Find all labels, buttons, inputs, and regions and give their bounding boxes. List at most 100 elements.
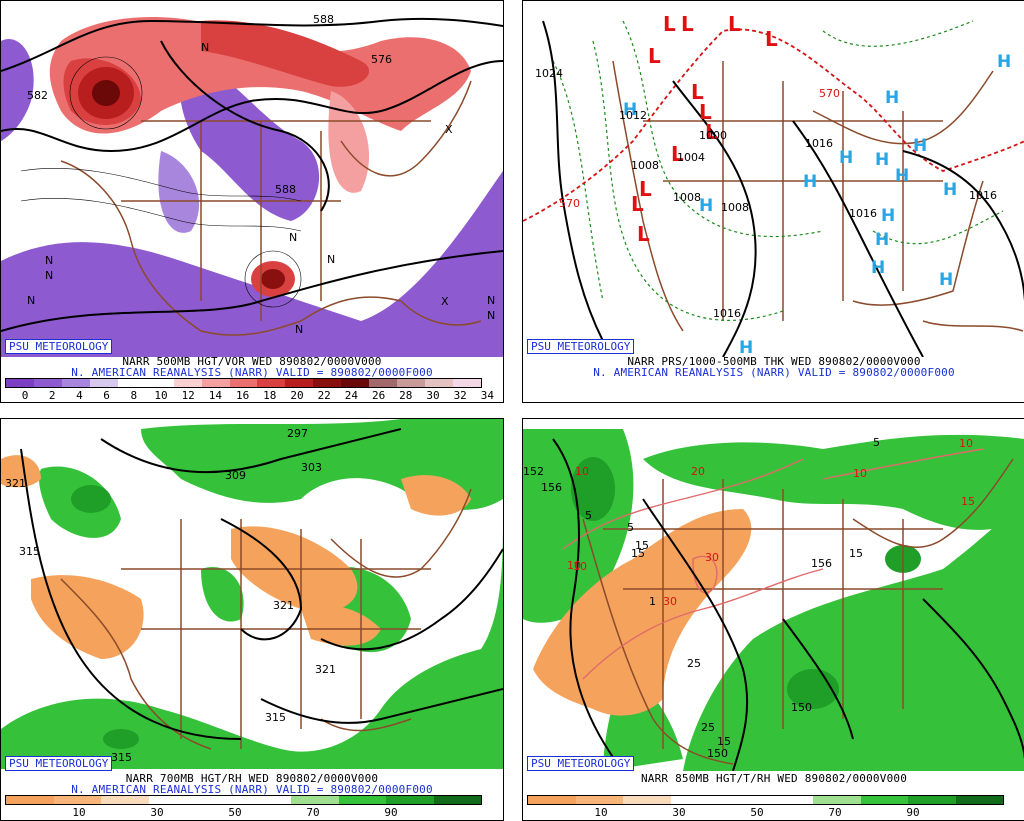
scale-tick-label: 12 <box>181 389 195 402</box>
panel-pressure-thickness: L L L L L L L L L L L L H H H H H H H H … <box>522 0 1024 403</box>
temperature-contours <box>562 448 984 680</box>
scale-swatch <box>813 796 861 804</box>
isobar-label: 1008 <box>673 191 701 204</box>
scale-swatch <box>718 796 766 804</box>
scale-swatch <box>338 796 386 804</box>
scale-tick-label: 14 <box>208 389 223 402</box>
negative-vorticity-area <box>1 171 503 357</box>
contour-label: 15 <box>635 539 649 552</box>
scale-swatch <box>575 796 623 804</box>
scale-tick-label: 32 <box>453 389 467 402</box>
contour-label: 321 <box>5 477 26 490</box>
temperature-label: 30 <box>663 595 677 608</box>
high-symbol: H <box>699 196 713 216</box>
contour-label: 321 <box>315 663 336 676</box>
low-symbol: L <box>639 177 652 201</box>
contour-label: 588 <box>313 13 334 26</box>
scale-swatch <box>33 379 62 387</box>
vorticity-marker: N <box>27 294 35 307</box>
isobar-label: 1008 <box>631 159 659 172</box>
scale-tick-label: 20 <box>290 389 304 402</box>
humidity-850-map: 152 156 5 5 15 10 10 20 30 30 10 25 25 1… <box>523 429 1024 771</box>
vorticity-marker: N <box>45 269 53 282</box>
scale-tick-label: 50 <box>228 806 242 819</box>
scale-tick-label: 50 <box>750 806 764 819</box>
scale-swatch <box>117 379 146 387</box>
low-symbol: L <box>699 100 712 124</box>
isobar-label: 1016 <box>849 207 877 220</box>
scale-swatch <box>623 796 671 804</box>
scale-tick-label: 70 <box>306 806 320 819</box>
contour-label: 5 <box>627 521 634 534</box>
scale-swatch <box>369 379 398 387</box>
isobar-label: 1008 <box>721 201 749 214</box>
negative-vorticity-area <box>1 39 34 141</box>
caption-line2: N. AMERICAN REANALYSIS (NARR) VALID = 89… <box>71 783 433 796</box>
contour-label: 315 <box>265 711 286 724</box>
political-boundaries <box>60 488 472 750</box>
scale-tick-label: 26 <box>371 389 386 402</box>
vorticity-marker: N <box>289 231 297 244</box>
scale-swatch <box>6 379 34 387</box>
isobar-label: 1016 <box>713 307 741 320</box>
contour-label: 321 <box>273 599 294 612</box>
contour-label: 15 <box>849 547 863 560</box>
brand-label: PSU METEOROLOGY <box>5 339 113 354</box>
contour-label: 25 <box>701 721 715 734</box>
scale-tick-label: 4 <box>76 389 83 402</box>
isobar-label: 1024 <box>535 67 563 80</box>
positive-vorticity-area <box>328 91 370 193</box>
caption-line2: N. AMERICAN REANALYSIS (NARR) VALID = 89… <box>593 366 955 379</box>
scale-tick-label: 0 <box>21 389 29 402</box>
high-symbol: H <box>839 148 853 168</box>
scale-swatch <box>201 379 230 387</box>
low-symbol: L <box>648 44 661 68</box>
isobar-label: 1004 <box>677 151 705 164</box>
negative-vorticity-area <box>158 151 200 233</box>
low-symbol: L <box>765 27 778 51</box>
scale-tick-label: 24 <box>344 389 359 402</box>
isobar-label: 1016 <box>969 189 997 202</box>
high-symbol: H <box>803 172 817 192</box>
contour-label: 15 <box>631 547 645 560</box>
low-symbol: L <box>691 80 704 104</box>
scale-swatch <box>955 796 1003 804</box>
scale-swatch <box>61 379 90 387</box>
vorticity-marker: X <box>445 123 453 136</box>
vorticity-marker: N <box>295 323 303 336</box>
vorticity-map: 582 588 576 588 N N N N N N N N X X N <box>1 13 503 357</box>
scale-swatch <box>425 379 453 387</box>
high-symbol: H <box>943 180 957 200</box>
high-symbol: H <box>875 150 889 170</box>
vorticity-maximum <box>261 269 285 289</box>
scale-swatch <box>148 796 196 804</box>
scale-swatch <box>101 796 149 804</box>
high-symbol: H <box>623 100 637 120</box>
scale-tick-label: 70 <box>828 806 842 819</box>
scale-swatch <box>313 379 342 387</box>
caption-line2: N. AMERICAN REANALYSIS (NARR) VALID = 89… <box>71 366 433 379</box>
temperature-label: 10 <box>575 465 589 478</box>
contour-label: 150 <box>707 747 728 760</box>
low-symbol: L <box>728 12 741 36</box>
thickness-label: 570 <box>819 87 840 100</box>
high-symbol: H <box>875 230 889 250</box>
high-symbol: H <box>739 338 753 357</box>
scale-swatch <box>173 379 202 387</box>
temperature-label: 20 <box>691 465 705 478</box>
scale-swatch <box>765 796 813 804</box>
vorticity-marker: N <box>487 294 495 307</box>
scale-swatch <box>285 379 314 387</box>
contour-label: 303 <box>301 461 322 474</box>
scale-swatch <box>145 379 174 387</box>
isobar-label: 1016 <box>805 137 833 150</box>
height-contours <box>552 438 1024 771</box>
low-symbol: L <box>705 120 718 144</box>
very-moist-areas <box>571 457 921 709</box>
humidity-scale-ticks: 10 30 50 70 90 <box>1 807 503 819</box>
brand-label: PSU METEOROLOGY <box>527 756 635 771</box>
vorticity-marker: N <box>45 254 53 267</box>
scale-tick-label: 34 <box>480 389 495 402</box>
scale-swatch <box>528 796 576 804</box>
high-pressure-centers: H H H H H H H H H H H H H H H <box>623 52 1011 357</box>
